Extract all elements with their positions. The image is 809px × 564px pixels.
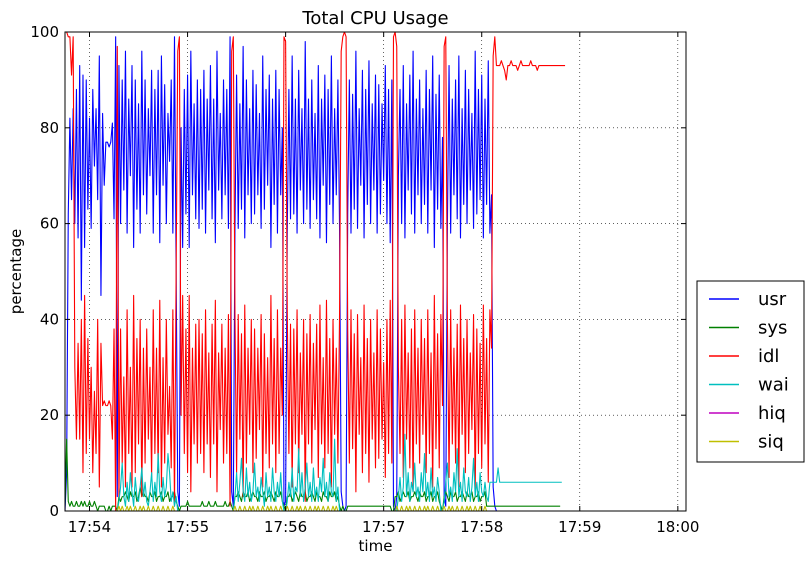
- legend-label-sys: sys: [758, 318, 787, 339]
- series-line-idl: [65, 32, 566, 511]
- y-tick-label: 0: [49, 502, 59, 520]
- y-tick-label: 100: [30, 23, 59, 41]
- y-tick-label: 40: [40, 310, 59, 328]
- legend-label-idl: idl: [758, 346, 779, 367]
- legend: usr sys idl wai hiq siq: [696, 280, 805, 463]
- series-lines: [65, 32, 575, 511]
- x-tick-label: 17:57: [362, 518, 405, 536]
- chart-title: Total CPU Usage: [301, 8, 448, 29]
- x-axis-label: time: [359, 537, 393, 555]
- legend-label-hiq: hiq: [758, 403, 786, 424]
- y-tick-label: 80: [40, 119, 59, 137]
- axis-ticks: 0 20 40 60 80 100 17:54 17:55 17:56 17:57 17:58 17:…: [30, 23, 699, 536]
- y-tick-label: 20: [40, 406, 59, 424]
- x-tick-label: 17:56: [264, 518, 307, 536]
- series-line-siq: [65, 505, 564, 511]
- series-line-usr: [65, 36, 569, 511]
- x-tick-label: 17:59: [558, 518, 601, 536]
- legend-label-siq: siq: [758, 432, 784, 453]
- series-line-wai: [65, 433, 562, 511]
- legend-label-wai: wai: [758, 375, 789, 396]
- legend-box: [696, 280, 805, 463]
- y-axis-label: percentage: [7, 229, 25, 314]
- legend-label-usr: usr: [758, 289, 787, 310]
- x-tick-label: 17:55: [166, 518, 209, 536]
- plot-frame: [64, 31, 687, 512]
- x-tick-label: 17:58: [460, 518, 503, 536]
- y-tick-label: 60: [40, 215, 59, 233]
- x-tick-label: 18:00: [656, 518, 699, 536]
- x-tick-label: 17:54: [68, 518, 111, 536]
